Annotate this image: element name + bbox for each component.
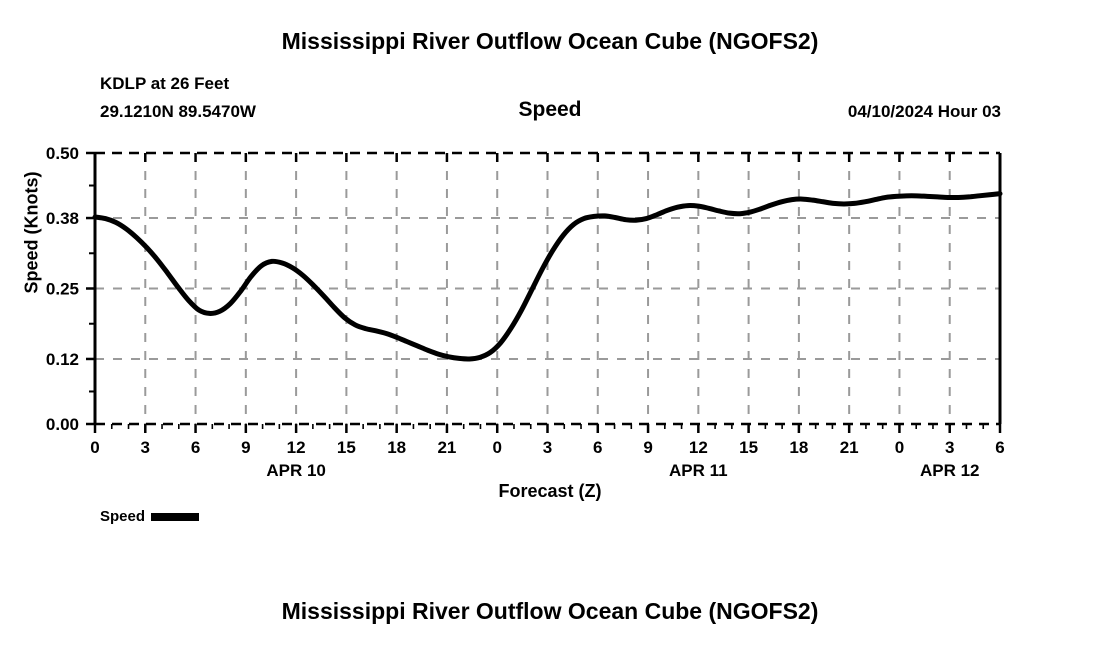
svg-text:0: 0: [90, 438, 99, 457]
svg-text:6: 6: [995, 438, 1004, 457]
svg-text:6: 6: [593, 438, 602, 457]
svg-text:3: 3: [543, 438, 552, 457]
svg-text:3: 3: [141, 438, 150, 457]
svg-text:0: 0: [895, 438, 904, 457]
svg-text:0.00: 0.00: [46, 415, 79, 434]
svg-text:0.38: 0.38: [46, 209, 79, 228]
legend-swatch-speed: [151, 512, 200, 521]
svg-text:15: 15: [739, 438, 758, 457]
day-labels: APR 10 APR 11 APR 12: [266, 461, 979, 480]
gridlines: [95, 153, 1000, 424]
svg-text:APR 12: APR 12: [920, 461, 980, 480]
svg-text:12: 12: [689, 438, 708, 457]
model-run-stamp: 04/10/2024 Hour 03: [847, 102, 1001, 121]
svg-text:15: 15: [337, 438, 356, 457]
axis-ticks: [86, 151, 1002, 433]
svg-text:0: 0: [492, 438, 501, 457]
legend-label-speed: Speed: [100, 508, 146, 525]
y-axis-title: Speed (Knots): [21, 171, 42, 294]
svg-text:APR 11: APR 11: [669, 461, 728, 480]
x-axis-title: Forecast (Z): [498, 481, 602, 501]
svg-text:21: 21: [437, 438, 456, 457]
station-name-label: KDLP at 26 Feet: [100, 74, 230, 93]
svg-text:3: 3: [945, 438, 954, 457]
svg-text:9: 9: [643, 438, 652, 457]
svg-text:0.12: 0.12: [46, 350, 79, 369]
svg-text:21: 21: [840, 438, 859, 457]
svg-text:12: 12: [287, 438, 306, 457]
station-coordinates-label: 29.1210N 89.5470W: [100, 102, 256, 121]
svg-text:APR 10: APR 10: [266, 461, 326, 480]
variable-header: Speed: [518, 98, 582, 121]
svg-text:18: 18: [387, 438, 406, 457]
axis-tick-labels: 0.00 0.12 0.25 0.38 0.50 0 3 6 9 12 15 18 21 0 3 6 9 12 15…: [46, 144, 1005, 457]
page-title-bottom: Mississippi River Outflow Ocean Cube (NG…: [281, 598, 819, 624]
svg-text:18: 18: [789, 438, 808, 457]
legend: Speed: [100, 508, 200, 525]
svg-text:0.25: 0.25: [46, 280, 79, 299]
series-lines: [92, 191, 1003, 362]
svg-text:9: 9: [241, 438, 250, 457]
svg-text:0.50: 0.50: [46, 144, 79, 163]
page-title-top: Mississippi River Outflow Ocean Cube (NG…: [281, 28, 819, 54]
svg-text:6: 6: [191, 438, 200, 457]
